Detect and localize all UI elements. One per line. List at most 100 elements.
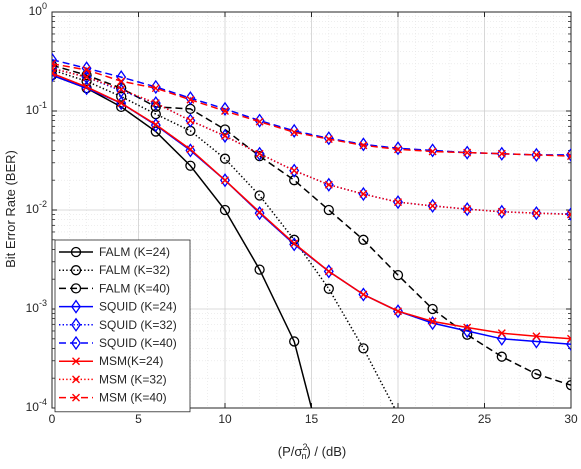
x-tick-label: 10 xyxy=(218,412,232,426)
legend-item: SQUID (K=32) xyxy=(59,317,177,332)
legend-label: MSM (K=40) xyxy=(99,391,167,405)
legend-label: FALM (K=40) xyxy=(99,281,170,295)
data-point xyxy=(117,99,126,108)
data-point xyxy=(72,393,80,402)
data-point xyxy=(532,150,541,159)
data-point xyxy=(220,101,230,117)
legend-label: SQUID (K=24) xyxy=(99,300,177,314)
data-point xyxy=(531,368,542,380)
legend-label: FALM (K=24) xyxy=(99,245,170,259)
legend: FALM (K=24) FALM (K=32) FALM (K=40) SQUID (… xyxy=(54,239,191,413)
data-point xyxy=(497,149,506,158)
data-point xyxy=(221,107,229,115)
data-point xyxy=(219,204,231,216)
data-point xyxy=(82,73,91,82)
data-point xyxy=(52,52,57,67)
data-point xyxy=(290,239,299,248)
data-point xyxy=(359,190,368,199)
data-point xyxy=(496,351,507,362)
series-line xyxy=(52,72,571,340)
data-point xyxy=(254,205,265,221)
data-point xyxy=(52,68,57,83)
data-point xyxy=(323,204,334,216)
series-line xyxy=(52,69,396,408)
data-point xyxy=(255,208,264,217)
series-line xyxy=(52,63,571,157)
data-point xyxy=(71,317,81,332)
data-point xyxy=(394,198,402,207)
data-point xyxy=(358,343,369,354)
y-tick-label: 10-3 xyxy=(26,298,47,315)
x-tick-label: 5 xyxy=(135,412,142,426)
series-line xyxy=(52,64,571,386)
data-point xyxy=(186,116,195,125)
data-point xyxy=(359,290,368,299)
x-tick-label: 0 xyxy=(49,412,56,426)
data-point xyxy=(462,323,473,339)
data-point xyxy=(392,269,404,281)
y-axis-label: Bit Error Rate (BER) xyxy=(3,150,18,268)
legend-item: MSM (K=40) xyxy=(59,391,167,405)
data-point xyxy=(185,143,196,158)
data-point xyxy=(255,117,264,126)
data-point xyxy=(117,77,126,86)
data-point xyxy=(532,209,541,218)
data-point xyxy=(567,152,571,161)
data-point xyxy=(497,329,506,338)
legend-label: SQUID (K=32) xyxy=(99,318,177,332)
series-line xyxy=(52,74,313,408)
data-point xyxy=(324,135,333,144)
series-9 xyxy=(52,59,571,161)
series-8 xyxy=(52,64,571,219)
data-point xyxy=(324,267,333,276)
data-point xyxy=(289,237,300,252)
data-point xyxy=(428,201,437,210)
legend-item: MSM(K=24) xyxy=(59,354,163,368)
data-point xyxy=(323,283,334,294)
data-point xyxy=(151,99,160,108)
legend-item: MSM (K=32) xyxy=(59,372,167,386)
legend-label: MSM (K=32) xyxy=(99,372,167,386)
data-point xyxy=(565,380,571,391)
legend-item: FALM (K=40) xyxy=(59,281,170,295)
y-tick-label: 10-2 xyxy=(26,199,47,216)
data-point xyxy=(186,145,195,154)
data-point xyxy=(70,265,82,276)
legend-label: FALM (K=32) xyxy=(99,263,170,277)
data-point xyxy=(219,124,231,135)
x-axis-label: (P/σ2 n) / (dB) xyxy=(278,442,346,461)
data-point xyxy=(151,120,160,129)
data-point xyxy=(82,65,91,74)
data-point xyxy=(72,375,80,384)
legend-label: MSM(K=24) xyxy=(99,354,163,368)
y-tick-label: 10-1 xyxy=(26,100,47,117)
y-tick-label: 100 xyxy=(29,1,47,18)
data-point xyxy=(116,69,127,85)
y-tick-label: 10-4 xyxy=(26,397,47,414)
data-point xyxy=(497,207,506,216)
data-point xyxy=(290,128,299,137)
data-point xyxy=(254,190,265,201)
data-point xyxy=(428,147,437,156)
x-tick-label: 30 xyxy=(564,412,578,426)
data-point xyxy=(532,332,541,341)
data-point xyxy=(324,180,333,189)
legend-box xyxy=(54,239,191,413)
legend-item: FALM (K=24) xyxy=(59,245,170,259)
data-point xyxy=(185,160,196,171)
data-point xyxy=(71,299,81,314)
data-point xyxy=(219,153,231,164)
data-point xyxy=(186,95,195,104)
data-point xyxy=(116,91,127,102)
data-point xyxy=(151,84,160,93)
x-tick-label: 15 xyxy=(305,412,319,426)
data-point xyxy=(463,205,472,214)
x-tick-label: 25 xyxy=(478,412,492,426)
data-point xyxy=(72,357,80,366)
data-point xyxy=(359,141,368,150)
data-point xyxy=(358,234,369,245)
series-layer xyxy=(52,52,571,408)
legend-label: SQUID (K=40) xyxy=(99,336,177,350)
